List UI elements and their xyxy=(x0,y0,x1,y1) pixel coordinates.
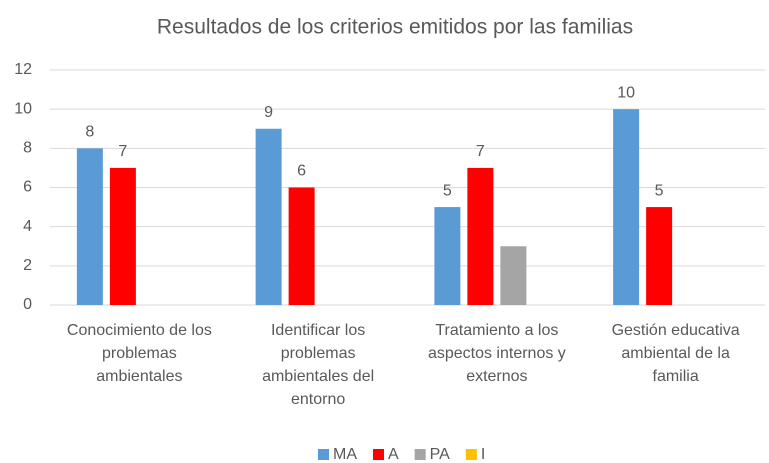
x-tick-label: entorno xyxy=(291,391,345,408)
x-tick-label: externos xyxy=(466,368,527,385)
data-label: 9 xyxy=(264,104,273,121)
bar xyxy=(288,187,315,305)
bar xyxy=(434,207,461,305)
data-label: 8 xyxy=(85,124,94,141)
data-label: 7 xyxy=(118,143,127,160)
y-tick-label: 4 xyxy=(23,218,32,235)
x-tick-label: Gestión educativa xyxy=(612,322,740,339)
legend-label: PA xyxy=(430,446,450,463)
data-label: 10 xyxy=(617,84,635,101)
data-label: 7 xyxy=(476,143,485,160)
y-tick-label: 6 xyxy=(23,179,32,196)
x-tick-label: ambientales del xyxy=(262,368,374,385)
bar xyxy=(467,167,494,305)
y-tick-label: 12 xyxy=(14,61,32,78)
bar xyxy=(613,109,640,306)
x-tick-label: familia xyxy=(653,368,699,385)
y-tick-label: 2 xyxy=(23,257,32,274)
bar xyxy=(646,207,673,305)
x-tick-label: problemas xyxy=(281,345,356,362)
legend-swatch xyxy=(373,449,384,460)
bar xyxy=(500,246,527,305)
legend-label: A xyxy=(388,446,399,463)
bar xyxy=(109,167,136,305)
bar xyxy=(255,128,282,305)
x-tick-label: Conocimiento de los xyxy=(67,322,212,339)
data-label: 6 xyxy=(297,163,306,180)
y-tick-label: 10 xyxy=(14,100,32,117)
x-tick-label: Identificar los xyxy=(271,322,365,339)
legend-label: MA xyxy=(333,446,357,463)
x-tick-label: Tratamiento a los xyxy=(435,322,558,339)
data-label: 5 xyxy=(443,182,452,199)
legend-label: I xyxy=(481,446,485,463)
data-label: 5 xyxy=(655,182,664,199)
chart-title: Resultados de los criterios emitidos por… xyxy=(157,16,633,39)
legend-swatch xyxy=(318,449,329,460)
x-tick-label: aspectos internos y xyxy=(428,345,566,362)
legend-swatch xyxy=(465,449,477,460)
y-tick-label: 8 xyxy=(23,140,32,157)
legend-swatch xyxy=(414,449,426,460)
x-tick-label: ambiental de la xyxy=(621,345,730,362)
y-tick-label: 0 xyxy=(23,296,32,313)
bar xyxy=(76,148,103,305)
x-tick-label: problemas xyxy=(102,345,177,362)
x-tick-label: ambientales xyxy=(96,368,182,385)
